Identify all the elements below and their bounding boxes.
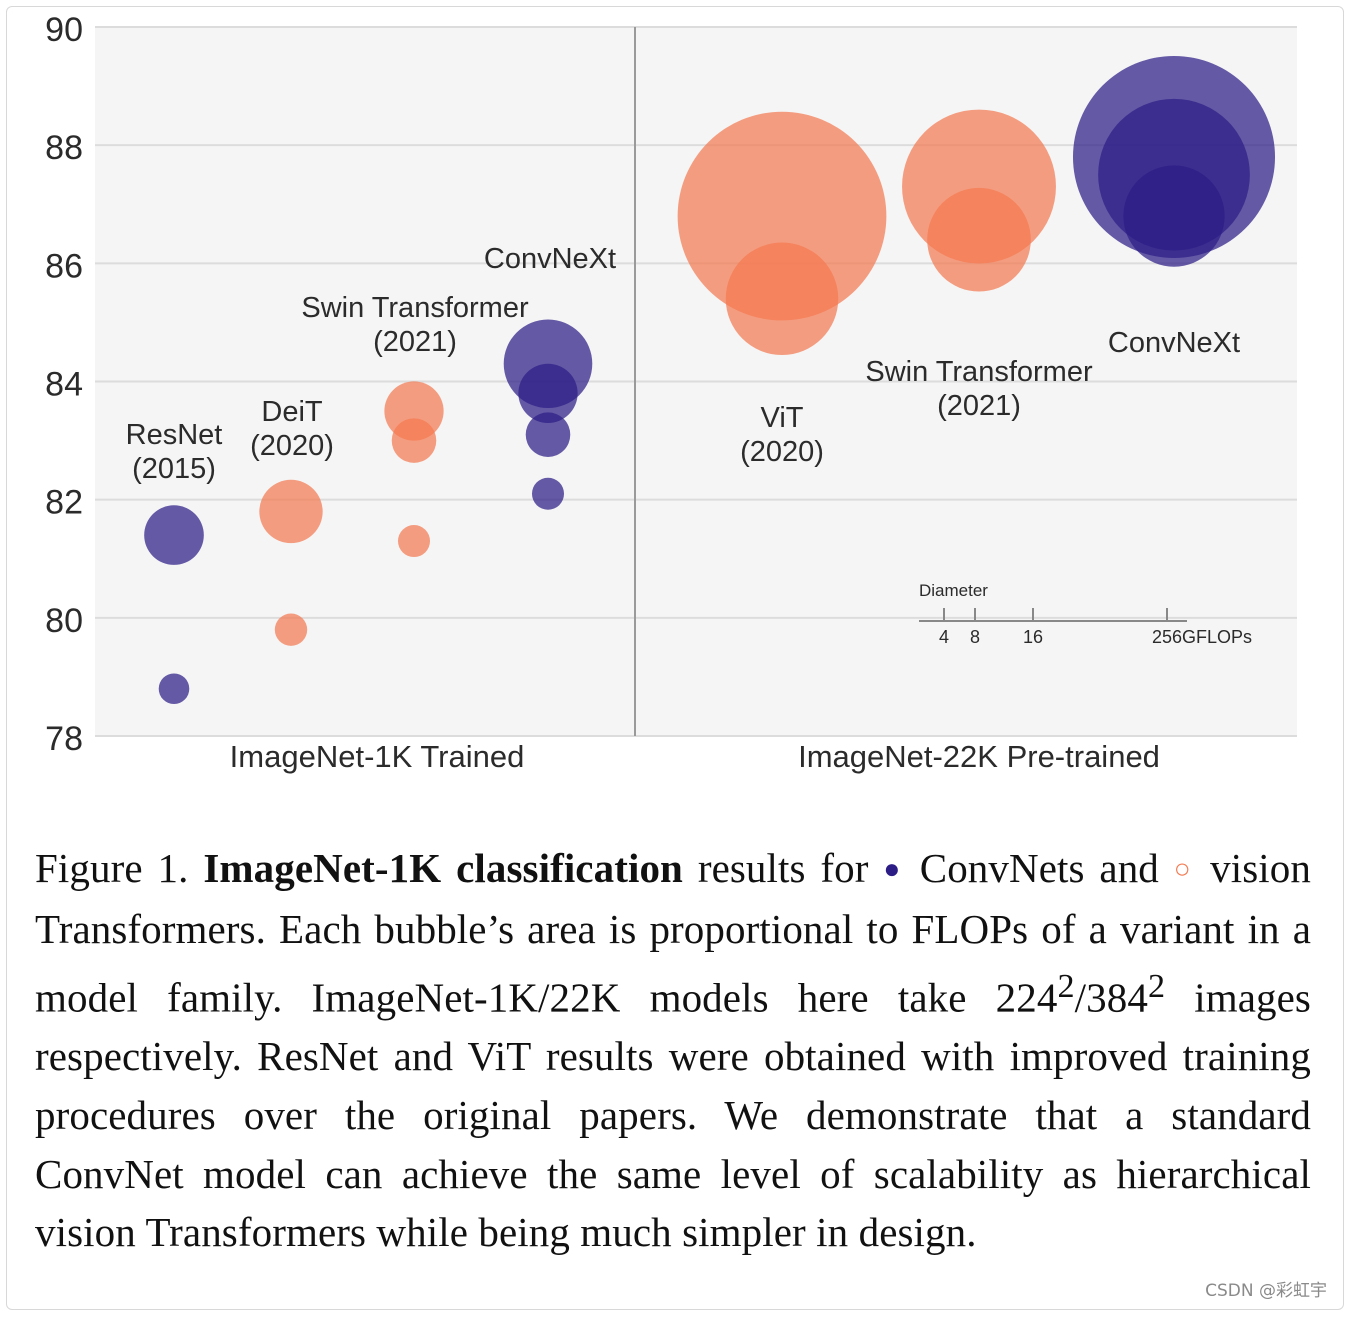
- series-label: Swin Transformer: [865, 356, 1093, 388]
- y-tick-label: 80: [45, 602, 83, 640]
- size-legend-title: Diameter: [919, 581, 988, 600]
- bubble: [725, 242, 839, 356]
- series-label: ViT: [761, 402, 804, 434]
- size-legend-tick-label: 8: [970, 627, 980, 647]
- y-tick-label: 86: [45, 247, 83, 285]
- series-label: ResNet: [126, 419, 223, 451]
- y-tick-label: 88: [45, 129, 83, 167]
- caption-text-1: results for: [682, 845, 884, 891]
- caption-text-4: images respectively. ResNet and ViT resu…: [35, 974, 1311, 1256]
- caption-text-3: /384: [1074, 974, 1148, 1021]
- caption-text-2: vision Transformers. Each bubble’s area …: [35, 845, 1311, 1021]
- convnet-marker-icon: ●: [883, 854, 905, 885]
- size-legend-unit: GFLOPs: [1182, 627, 1252, 647]
- series-label: DeiT: [261, 396, 323, 428]
- bubble: [518, 363, 578, 423]
- bubble: [274, 613, 308, 646]
- panel-label: ImageNet-1K Trained: [230, 739, 525, 774]
- series-year-label: (2020): [740, 436, 824, 468]
- figure-frame: 78 80 82 84 86 88 90 ImageNet-1K Trained ImageNe…: [6, 6, 1344, 1310]
- caption-figure-label: Figure 1.: [35, 845, 189, 891]
- size-legend-tick-label: 256: [1152, 627, 1182, 647]
- series-year-label: (2021): [373, 326, 457, 358]
- bubble: [397, 525, 431, 558]
- y-tick-label: 90: [45, 11, 83, 49]
- figure-caption: Figure 1. ImageNet-1K classification res…: [35, 839, 1311, 1262]
- transformer-marker-icon: ○: [1173, 854, 1196, 885]
- series-label: ConvNeXt: [1108, 327, 1240, 359]
- caption-bold-title: ImageNet-1K classification: [203, 845, 683, 891]
- y-tick-label: 84: [45, 366, 83, 404]
- caption-convnets: ConvNets and: [904, 845, 1174, 891]
- watermark: CSDN @彩虹宇: [1205, 1281, 1327, 1301]
- bubble: [531, 477, 565, 510]
- panel-label: ImageNet-22K Pre-trained: [798, 739, 1160, 774]
- caption-sup-2: 2: [1147, 968, 1166, 1006]
- series-label: ConvNeXt: [484, 243, 616, 275]
- size-legend-tick-label: 4: [939, 627, 949, 647]
- bubble: [677, 111, 887, 321]
- series-year-label: (2020): [250, 430, 334, 462]
- bubble: [1123, 165, 1225, 267]
- series-label: Swin Transformer: [301, 292, 529, 324]
- bubble: [259, 479, 323, 544]
- size-legend-tick-label: 16: [1023, 627, 1043, 647]
- caption-sup-1: 2: [1057, 968, 1075, 1006]
- y-tick-label: 82: [45, 484, 83, 522]
- bubble: [927, 187, 1031, 292]
- bubble: [144, 505, 204, 565]
- series-year-label: (2015): [132, 453, 216, 485]
- bubble: [525, 412, 571, 457]
- y-tick-label: 78: [45, 720, 83, 758]
- bubble: [391, 418, 437, 463]
- bubble: [158, 673, 190, 705]
- series-year-label: (2021): [937, 390, 1021, 422]
